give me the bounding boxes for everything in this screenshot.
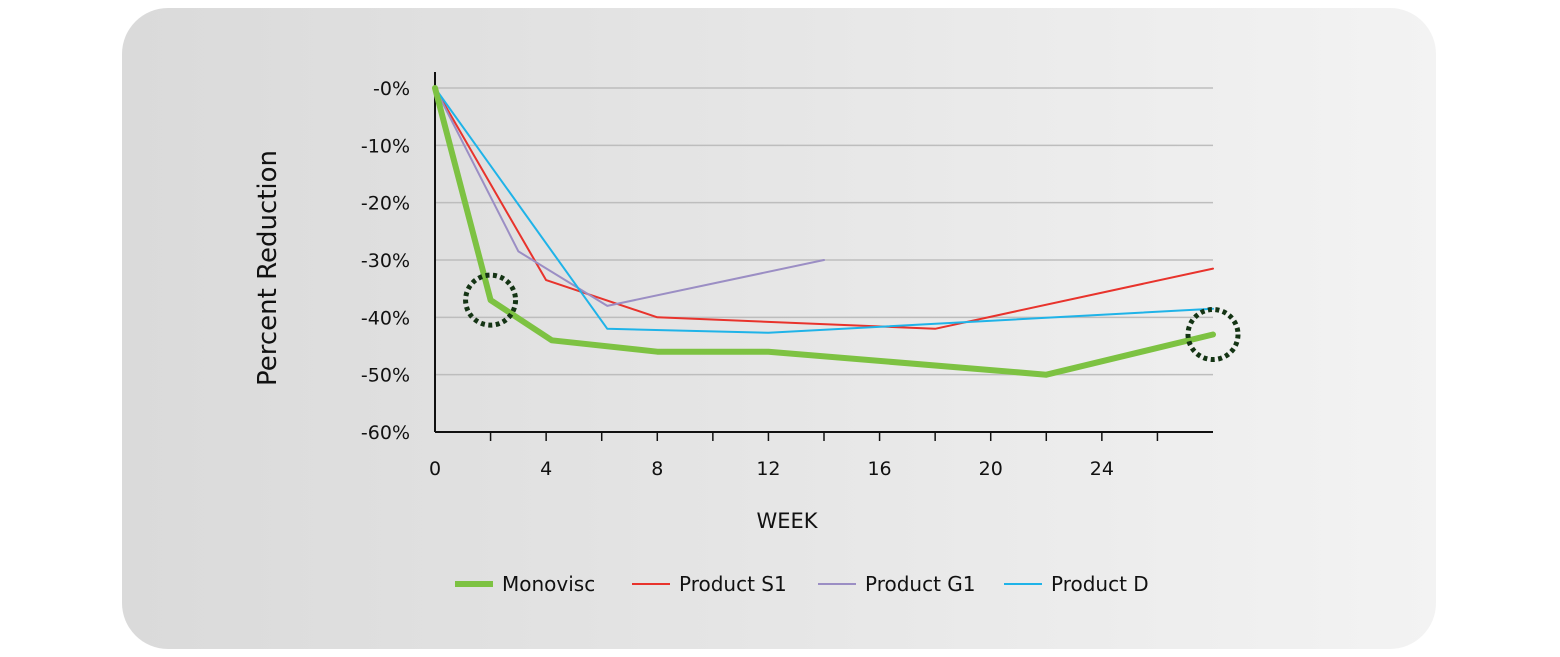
x-tick-label-0: 0 [429, 458, 441, 480]
y-axis-title: Percent Reduction [253, 150, 283, 386]
series-lines [432, 85, 1216, 378]
highlight-circle-0 [463, 272, 519, 328]
gridlines [435, 87, 1213, 376]
x-tick-label-3: 12 [756, 458, 780, 480]
legend-label-product-g1: Product G1 [865, 572, 976, 596]
y-tick-label-3: -30% [361, 250, 410, 272]
series-line-product-g1 [434, 87, 825, 307]
highlight-circle-1 [1185, 307, 1241, 363]
y-tick-label-5: -50% [361, 365, 410, 387]
tick-labels: -0% -10% -20% -30% -40% -50% -60% 0 4 8 12 16 20 24 [361, 78, 1114, 480]
legend-label-monovisc: Monovisc [502, 572, 595, 596]
y-tick-label-6: -60% [361, 422, 410, 444]
x-tick-label-4: 16 [867, 458, 891, 480]
highlight-circles [463, 272, 1241, 363]
x-tick-label-2: 8 [651, 458, 663, 480]
legend-label-product-s1: Product S1 [679, 572, 787, 596]
x-tick-label-1: 4 [540, 458, 552, 480]
legend: Monovisc Product S1 Product G1 Product D [455, 572, 1149, 596]
x-axis-title: WEEK [756, 509, 818, 533]
x-tick-label-6: 24 [1090, 458, 1114, 480]
series-line-product-d [434, 87, 1214, 334]
axes [434, 72, 1213, 441]
series-line-product-s1 [434, 87, 1214, 330]
y-tick-label-0: -0% [373, 78, 410, 100]
y-tick-label-4: -40% [361, 307, 410, 329]
y-tick-label-2: -20% [361, 193, 410, 215]
y-tick-label-1: -10% [361, 135, 410, 157]
series-line-monovisc [432, 85, 1216, 378]
legend-label-product-d: Product D [1051, 572, 1149, 596]
x-tick-label-5: 20 [979, 458, 1003, 480]
chart-card [122, 8, 1436, 649]
